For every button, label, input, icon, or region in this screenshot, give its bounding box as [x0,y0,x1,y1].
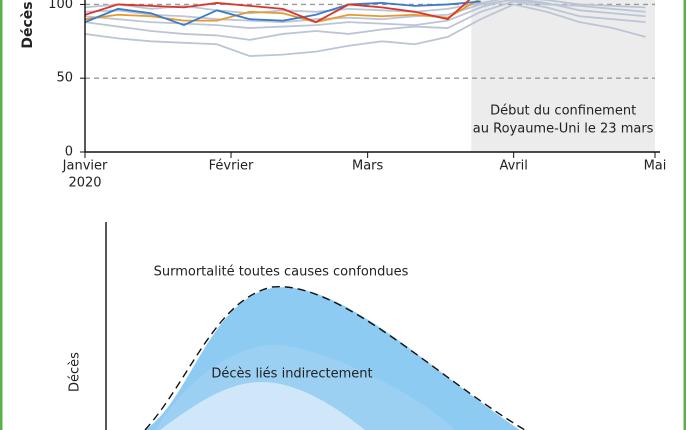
y-axis-label: Décès [20,1,36,48]
x-tick-label: Janvier [62,159,108,174]
x-tick-label: Mai [644,159,667,174]
series-line [85,0,646,41]
series-line [85,0,646,24]
y-tick-label: 50 [56,71,73,86]
excess-label: Surmortalité toutes causes confondues [154,265,409,280]
x-tick-label: Mars [352,159,384,174]
x-tick-label: 2020 [68,176,101,191]
x-tick-label: Février [209,159,254,174]
line-chart: Décès Début du confinement au Royaume-Uni… [20,0,667,191]
series-line [85,0,471,24]
diagram-y-label: Décès [68,352,83,392]
diagram: Décès Surmortalité toutes causes confond… [68,222,526,430]
direct-area [160,382,365,430]
indirect-label: Décès liés indirectement [211,367,372,382]
series-line [85,3,646,57]
shaded-region [471,0,655,152]
series-line [85,0,481,27]
series-line [85,0,480,24]
x-tick-label: Avril [499,159,527,174]
annotation: au Royaume-Uni le 23 mars [473,122,654,137]
excess-curve [144,286,526,430]
y-tick-label: 0 [65,145,73,160]
annotation: Début du confinement [490,104,636,119]
y-tick-label: 100 [48,0,73,12]
